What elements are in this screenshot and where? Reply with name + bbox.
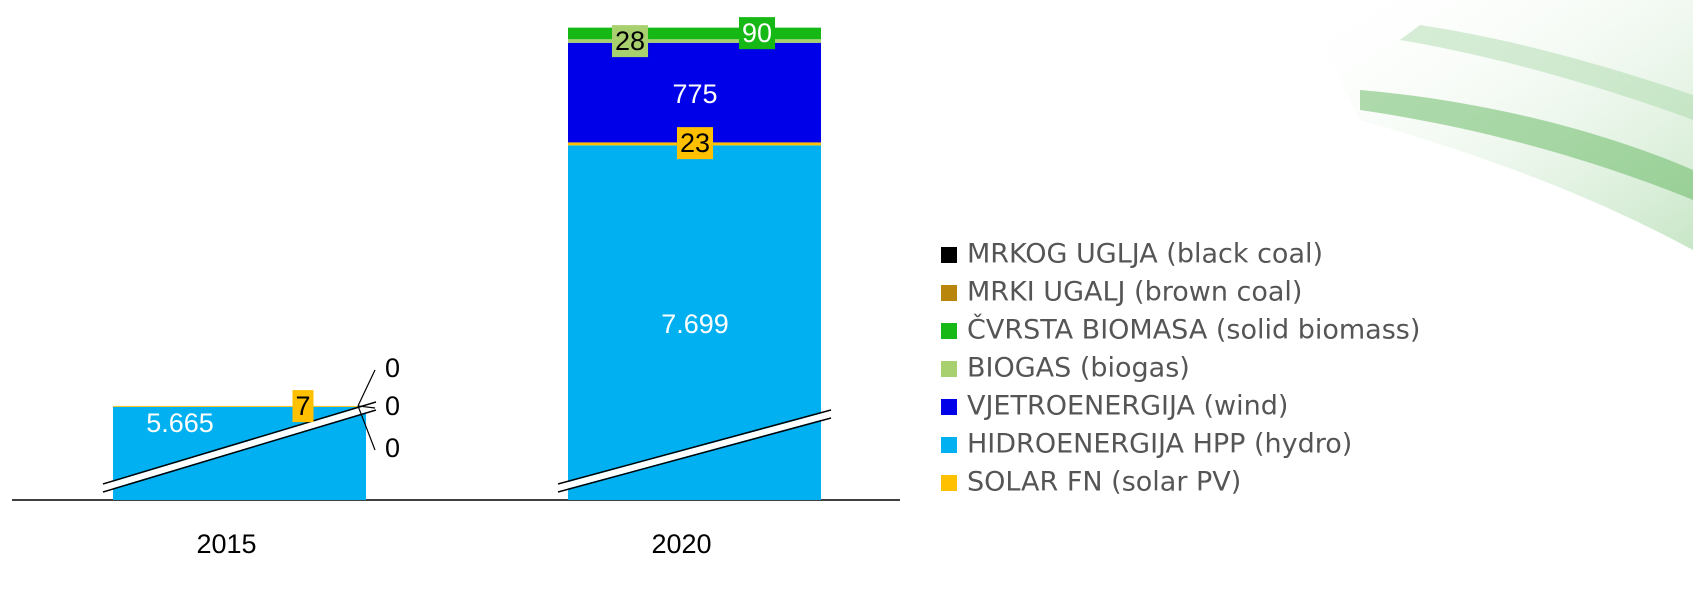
value-label: 0: [385, 433, 400, 463]
leader-line: [357, 405, 376, 451]
legend-swatch: [941, 437, 957, 453]
legend-swatch: [941, 285, 957, 301]
bars: [102, 27, 832, 500]
value-label: 775: [672, 79, 717, 109]
axis-break: [102, 401, 377, 493]
bar-segment: [568, 39, 821, 43]
legend-label: BIOGAS (biogas): [967, 353, 1190, 384]
bar-segment: [568, 42, 821, 143]
label-box: [676, 127, 714, 160]
leader-line: [357, 405, 376, 409]
bar-segment: [113, 405, 366, 407]
value-label: 23: [680, 128, 710, 158]
value-label: 5.665: [146, 408, 214, 438]
axis-break-gap: [102, 403, 377, 491]
legend-swatch: [941, 323, 957, 339]
label-box: [292, 390, 314, 423]
value-label: 0: [385, 391, 400, 421]
bar-segment: [568, 27, 821, 40]
axis-break: [557, 409, 832, 493]
legend-swatch: [941, 399, 957, 415]
legend-label: MRKI UGALJ (brown coal): [967, 277, 1302, 308]
labels: 5.665 7 0 0 0 2015 7.699 23 775 28 90 2020: [146, 17, 776, 559]
x-tick-label: 2015: [196, 529, 256, 559]
label-box: [738, 17, 776, 50]
legend-swatch: [941, 247, 957, 263]
legend-label: ČVRSTA BIOMASA (solid biomass): [967, 314, 1420, 346]
background-swoosh: [1300, 0, 1693, 250]
value-label: 90: [742, 18, 772, 48]
label-box: [611, 25, 649, 58]
legend-swatch: [941, 475, 957, 491]
legend-label: HIDROENERGIJA HPP (hydro): [967, 429, 1352, 460]
value-label: 28: [615, 26, 645, 56]
bar-segment: [568, 145, 821, 500]
value-label: 0: [385, 353, 400, 383]
value-label: 7.699: [661, 309, 729, 339]
legend-label: VJETROENERGIJA (wind): [967, 391, 1288, 422]
value-label: 7: [295, 391, 310, 421]
axis-break-gap: [557, 411, 832, 491]
legend-swatch: [941, 361, 957, 377]
leader-line: [357, 369, 376, 407]
legend-label: MRKOG UGLJA (black coal): [967, 239, 1323, 270]
legend: MRKOG UGLJA (black coal) MRKI UGALJ (brow…: [941, 239, 1420, 498]
legend-label: SOLAR FN (solar PV): [967, 467, 1241, 498]
x-tick-label: 2020: [651, 529, 711, 559]
